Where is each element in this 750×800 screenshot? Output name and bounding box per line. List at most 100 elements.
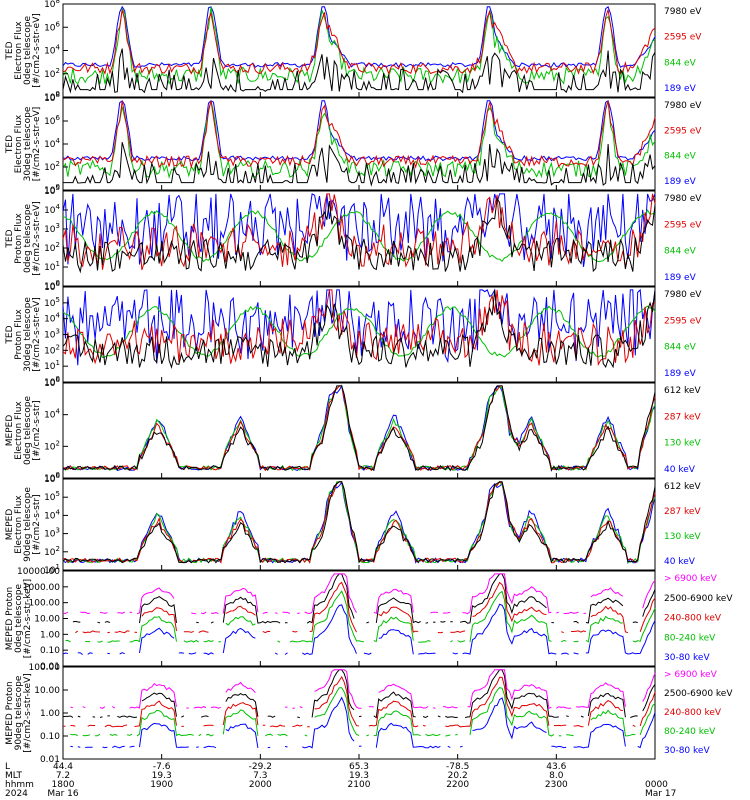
y-axis-label: Proton Flux bbox=[14, 213, 24, 264]
y-tick-label: 102 bbox=[44, 439, 60, 452]
y-axis-label: Electron Flux bbox=[14, 114, 24, 173]
legend-entry: 287 keV bbox=[664, 412, 701, 422]
x-axis-labels: L 44.4 -7.6 -29.2 65.3 -78.5 43.6 MLT 7.2 19.3 7.3… bbox=[5, 762, 676, 799]
y-tick-label: 100 bbox=[44, 279, 60, 292]
series-line bbox=[75, 581, 656, 634]
y-tick-label: 100 bbox=[44, 183, 60, 196]
y-axis-label: Electron Flux bbox=[14, 401, 24, 460]
y-axis-label: 0deg telescope bbox=[14, 584, 24, 654]
y-tick-label: 106 bbox=[44, 114, 60, 127]
panel-frame bbox=[62, 190, 656, 287]
x-tick-label: 1800 bbox=[52, 780, 75, 790]
x-tick-label: -7.6 bbox=[153, 762, 171, 772]
y-tick-label: 105 bbox=[44, 490, 60, 503]
panel-7: 0.01 0.10 1.00 10.00 100.00 1000.00 10000.00ME… bbox=[5, 567, 733, 672]
y-axis-label: [#/cm2-s-str] bbox=[32, 494, 42, 554]
panel-3: 100 101 102 103 104 105 TED Proton Flux 0deg tel… bbox=[5, 184, 702, 292]
y-tick-label: 100 bbox=[44, 471, 60, 484]
series-line bbox=[70, 696, 656, 749]
y-tick-label: 104 bbox=[44, 508, 60, 521]
y-tick-label: 102 bbox=[44, 241, 60, 254]
y-tick-label: 1.00 bbox=[40, 630, 60, 640]
y-tick-label: 105 bbox=[44, 184, 60, 197]
y-tick-label: 10000.00 bbox=[17, 567, 60, 577]
legend-entry: 7980 eV bbox=[664, 194, 702, 204]
series-line bbox=[62, 289, 656, 367]
x-tick-label: Mar 17 bbox=[645, 789, 676, 799]
legend-entry: 2595 eV bbox=[664, 126, 702, 136]
y-tick-label: 102 bbox=[44, 343, 60, 356]
y-tick-label: 0.01 bbox=[40, 755, 60, 765]
series-line bbox=[65, 590, 656, 643]
x-tick-label: -29.2 bbox=[249, 762, 272, 772]
y-tick-label: 106 bbox=[44, 376, 60, 389]
y-axis-label: MEPED bbox=[5, 415, 15, 447]
legend-entry: 612 keV bbox=[664, 386, 701, 396]
x-tick-label: 19.3 bbox=[152, 771, 172, 781]
x-tick-label: 7.2 bbox=[56, 771, 70, 781]
y-axis-label: 90deg telescope bbox=[23, 487, 33, 562]
y-tick-label: 104 bbox=[44, 44, 60, 57]
series-line bbox=[62, 193, 656, 271]
legend-entry: 844 eV bbox=[664, 152, 697, 162]
x-tick-label: 19.3 bbox=[349, 771, 369, 781]
x-axis-row-label: L bbox=[5, 762, 10, 772]
x-tick-label: 2000 bbox=[249, 780, 272, 790]
y-tick-label: 1000.00 bbox=[23, 583, 60, 593]
x-tick-label: 2200 bbox=[446, 780, 469, 790]
series-line bbox=[62, 603, 656, 656]
y-tick-label: 102 bbox=[44, 160, 60, 173]
y-axis-label: TED bbox=[5, 229, 15, 248]
legend-entry: 2595 eV bbox=[664, 220, 702, 230]
y-axis-label: 30deg telescope bbox=[23, 297, 33, 372]
legend-entry: > 6900 keV bbox=[664, 574, 718, 584]
panel-frame bbox=[62, 97, 656, 191]
y-axis-label: [#/cm2-s-str] bbox=[32, 400, 42, 460]
y-axis-label: TED bbox=[5, 135, 15, 154]
y-tick-label: 10.00 bbox=[34, 615, 60, 625]
y-tick-label: 1.00 bbox=[40, 709, 60, 719]
y-tick-label: 104 bbox=[44, 203, 60, 216]
x-axis-row-label: hhmm bbox=[5, 780, 34, 790]
series-line bbox=[62, 384, 656, 472]
y-axis-label: [#/cm2-s-str-keV] bbox=[23, 673, 33, 752]
legend-entry: 7980 eV bbox=[664, 290, 702, 300]
series-line bbox=[62, 385, 656, 472]
series-line bbox=[62, 100, 656, 162]
y-tick-label: 103 bbox=[44, 222, 60, 235]
series-line bbox=[62, 6, 656, 85]
legend-entry: 80-240 keV bbox=[664, 727, 716, 737]
legend-entry: 844 eV bbox=[664, 247, 697, 257]
series-line bbox=[62, 385, 656, 472]
legend-entry: 2595 eV bbox=[664, 316, 702, 326]
y-tick-label: 0.10 bbox=[40, 732, 60, 742]
y-tick-label: 100 bbox=[44, 90, 60, 103]
series-line bbox=[62, 573, 656, 615]
legend-entry: 130 keV bbox=[664, 532, 701, 542]
legend-entry: 189 eV bbox=[664, 273, 697, 283]
panel-1: 100 102 104 106 108 TED Electron Flux 0deg tele… bbox=[5, 0, 702, 103]
y-tick-label: 103 bbox=[44, 527, 60, 540]
y-tick-label: 104 bbox=[44, 312, 60, 325]
legend-entry: 189 eV bbox=[664, 369, 697, 379]
panel-8: 0.01 0.10 1.00 10.00 100.00 MEPED Proton 90deg… bbox=[5, 663, 733, 765]
panel-6: 101 102 103 104 105 106 MEPED Electron Flux 90de… bbox=[5, 472, 701, 576]
series-line bbox=[62, 481, 656, 564]
y-axis-label: [#/cm2-s-str-eV] bbox=[32, 297, 42, 372]
y-axis-label: 90deg telescope bbox=[14, 675, 24, 750]
panel-4: 100 101 102 103 104 105 106 TED Proton Flux 30deg… bbox=[5, 280, 702, 388]
series-line bbox=[63, 142, 656, 187]
y-axis-label: [#/cm2-s-str-eV] bbox=[32, 201, 42, 276]
y-axis-label: TED bbox=[5, 325, 15, 344]
y-axis-label: Electron Flux bbox=[14, 495, 24, 554]
y-tick-label: 104 bbox=[44, 137, 60, 150]
x-tick-label: 7.3 bbox=[253, 771, 267, 781]
x-tick-label: 65.3 bbox=[349, 762, 369, 772]
x-tick-label: 8.0 bbox=[549, 771, 564, 781]
legend-entry: 240-800 keV bbox=[664, 708, 722, 718]
panel-5: 100 102 104 106 MEPED Electron Flux 0deg teles… bbox=[5, 376, 701, 484]
legend-entry: 612 keV bbox=[664, 482, 701, 492]
y-axis-label: 30deg telescope bbox=[23, 106, 33, 181]
y-tick-label: 101 bbox=[44, 563, 60, 576]
series-line bbox=[70, 669, 656, 710]
